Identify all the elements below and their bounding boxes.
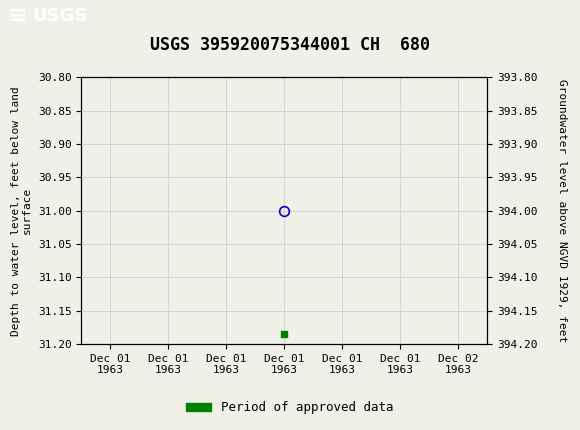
Text: ≡: ≡: [9, 6, 27, 26]
Y-axis label: Groundwater level above NGVD 1929, feet: Groundwater level above NGVD 1929, feet: [557, 79, 567, 342]
Text: USGS 395920075344001 CH  680: USGS 395920075344001 CH 680: [150, 36, 430, 54]
Text: USGS: USGS: [32, 7, 87, 25]
Legend: Period of approved data: Period of approved data: [181, 396, 399, 419]
Y-axis label: Depth to water level, feet below land
surface: Depth to water level, feet below land su…: [10, 86, 32, 335]
